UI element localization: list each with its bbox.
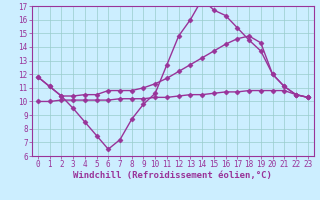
X-axis label: Windchill (Refroidissement éolien,°C): Windchill (Refroidissement éolien,°C) [73,171,272,180]
